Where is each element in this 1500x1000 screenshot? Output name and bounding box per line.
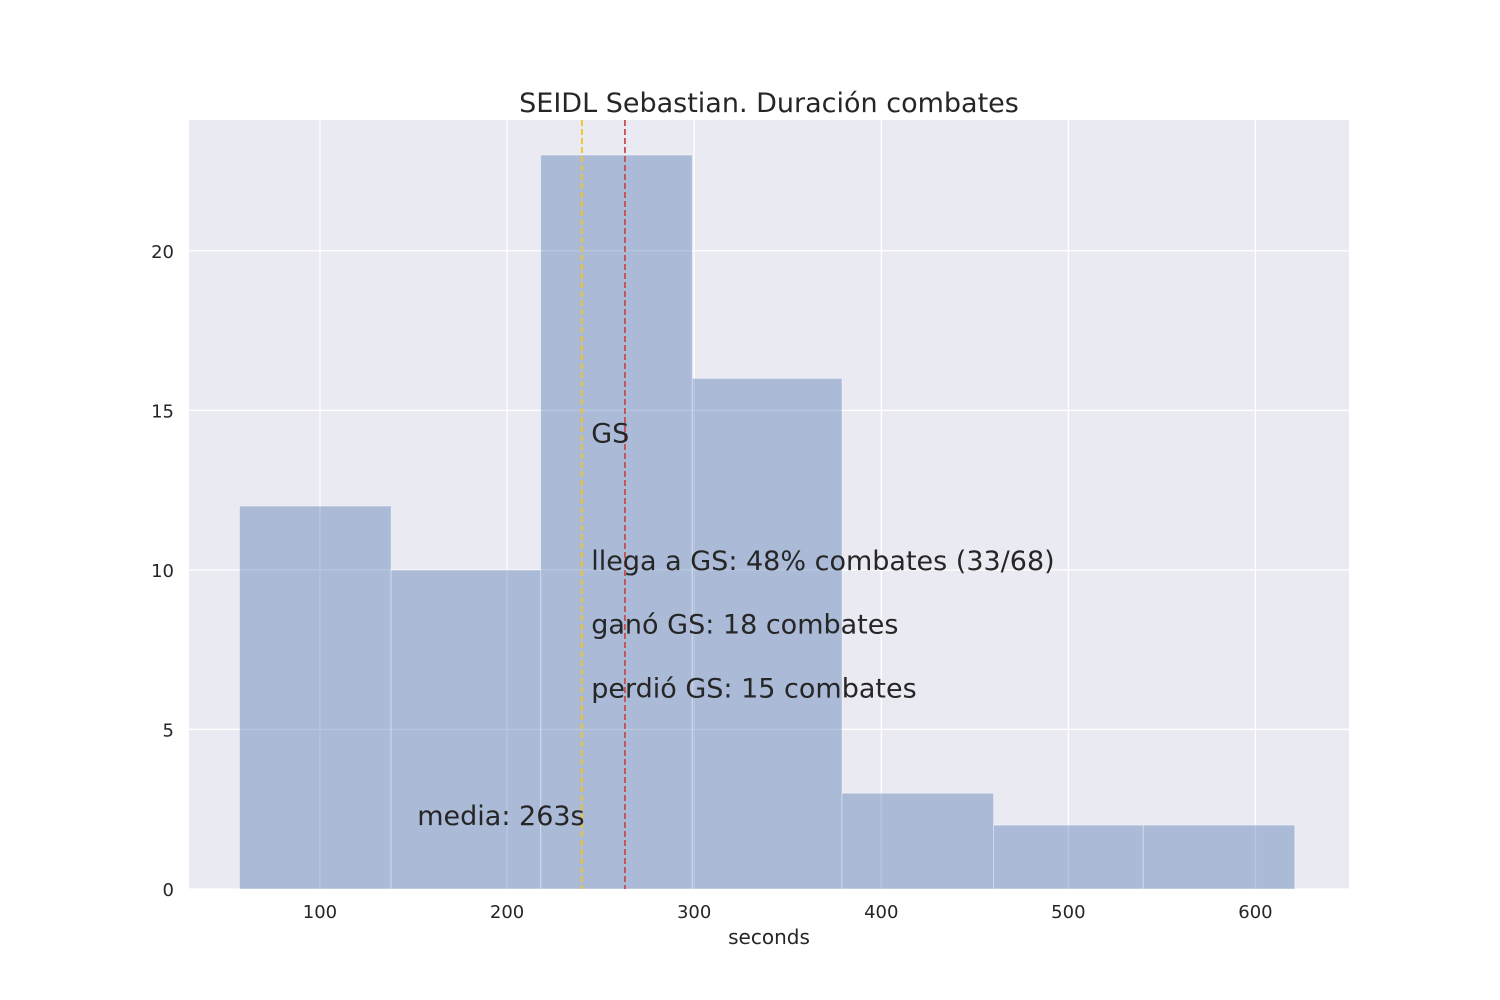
reference-lines xyxy=(581,120,626,889)
y-tick-label: 20 xyxy=(151,242,174,263)
histogram-bar-6 xyxy=(1142,824,1296,890)
histogram-bar-4 xyxy=(841,792,995,890)
x-tick-label: 600 xyxy=(1238,902,1272,923)
histogram-bar-1 xyxy=(390,569,542,890)
x-tick-label: 200 xyxy=(490,902,524,923)
annotation-perdio: perdió GS: 15 combates xyxy=(591,674,916,705)
histogram-bar-2 xyxy=(540,154,693,890)
x-tick-label: 100 xyxy=(303,902,337,923)
histogram-bar-3 xyxy=(691,377,843,890)
grid xyxy=(189,120,1349,890)
histogram-bars xyxy=(239,154,1296,890)
annotation-gano: ganó GS: 18 combates xyxy=(591,610,898,641)
y-tick-label: 0 xyxy=(163,880,174,901)
y-tick-label: 15 xyxy=(151,401,174,422)
histogram-bar-0 xyxy=(239,505,392,890)
annotation-media: media: 263s xyxy=(417,801,584,832)
annotation-llega: llega a GS: 48% combates (33/68) xyxy=(591,546,1054,577)
plot-area xyxy=(189,120,1349,889)
annotation-gs: GS xyxy=(591,418,629,449)
x-tick-label: 300 xyxy=(677,902,711,923)
x-tick-label: 500 xyxy=(1051,902,1085,923)
y-tick-label: 10 xyxy=(151,561,174,582)
annotations: GS llega a GS: 48% combates (33/68) ganó G… xyxy=(417,418,1054,832)
x-tick-label: 400 xyxy=(864,902,898,923)
x-axis-label: seconds xyxy=(728,925,810,949)
y-axis-ticks: 0 5 10 15 20 xyxy=(151,242,174,901)
chart-title: SEIDL Sebastian. Duración combates xyxy=(519,88,1019,119)
histogram-bar-5 xyxy=(993,824,1144,890)
y-tick-label: 5 xyxy=(163,720,174,741)
x-axis-ticks: 100 200 300 400 500 600 xyxy=(303,902,1273,923)
